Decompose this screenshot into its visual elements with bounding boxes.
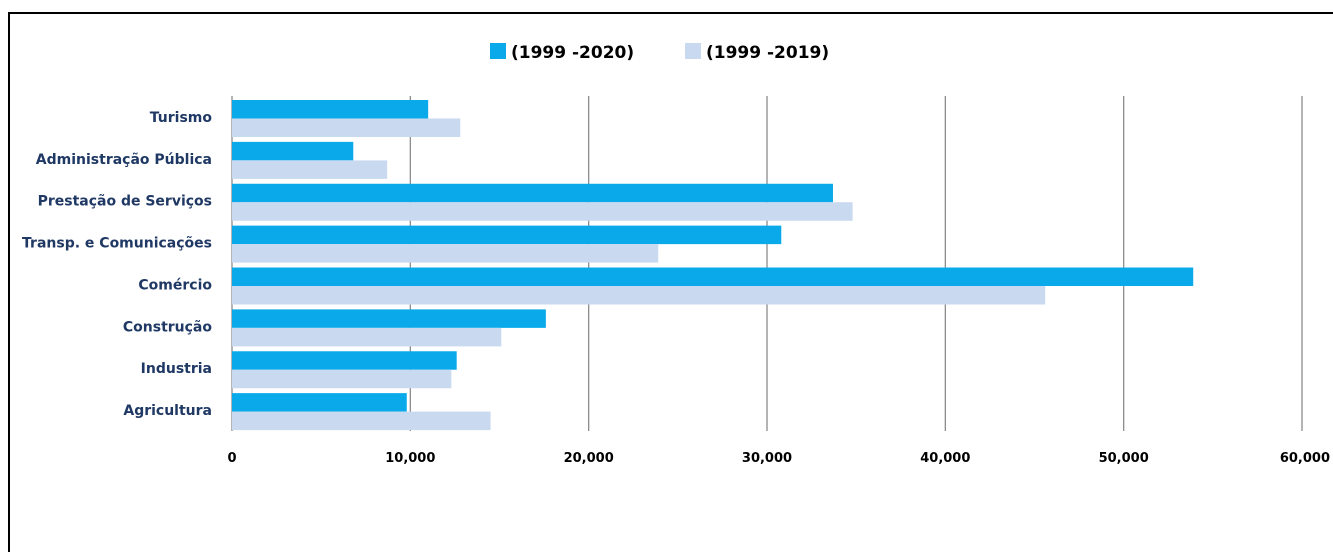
x-tick-label: 50,000 <box>1099 451 1149 466</box>
category-label: Agricultura <box>123 403 212 419</box>
bar-turismo-series-0 <box>232 100 429 119</box>
x-tick-label: 0 <box>227 451 236 466</box>
x-tick-label: 40,000 <box>920 451 970 466</box>
chart-frame <box>8 12 1333 552</box>
bar-administra-o-p-blica-series-1 <box>232 160 388 179</box>
bar-com-rcio-series-0 <box>232 267 1194 286</box>
bar-administra-o-p-blica-series-0 <box>232 141 354 161</box>
category-label: Construção <box>123 319 213 335</box>
category-label: Administração Pública <box>36 152 212 168</box>
legend-swatch-1999-2020 <box>490 43 506 59</box>
legend-swatch-1999-2019 <box>685 43 701 59</box>
x-tick-label: 20,000 <box>564 451 614 466</box>
legend-label-1999-2019: (1999 -2019) <box>706 43 829 63</box>
legend-label-1999-2020: (1999 -2020) <box>511 43 634 63</box>
category-label: Transp. e Comunicações <box>22 236 212 252</box>
bar-agricultura-series-0 <box>232 393 407 412</box>
bar-constru-o-series-1 <box>232 327 502 347</box>
bar-chart: Turismo Administração Pública Prestação de… <box>22 43 1330 466</box>
bar-presta-o-de-servi-os-series-1 <box>232 202 853 221</box>
bar-constru-o-series-0 <box>232 309 546 328</box>
x-tick-label: 30,000 <box>742 451 792 466</box>
x-tick-label: 10,000 <box>385 451 435 466</box>
category-labels: Turismo Administração Pública Prestação de… <box>22 110 212 419</box>
bar-turismo-series-1 <box>232 118 461 137</box>
bar-com-rcio-series-1 <box>232 286 1046 305</box>
x-tick-labels: 0 10,000 20,000 30,000 40,000 50,000 60,000 <box>227 451 1330 466</box>
bar-industria-series-1 <box>232 369 452 389</box>
category-label: Comércio <box>138 277 212 293</box>
bar-transp-e-comunica-es-series-1 <box>232 244 659 263</box>
bar-transp-e-comunica-es-series-0 <box>232 225 782 245</box>
bar-industria-series-0 <box>232 351 457 370</box>
legend: (1999 -2020) (1999 -2019) <box>490 43 829 63</box>
category-label: Industria <box>141 361 212 377</box>
category-label: Turismo <box>150 110 213 126</box>
bar-agricultura-series-1 <box>232 411 491 431</box>
category-label: Prestação de Serviços <box>38 194 212 210</box>
bar-presta-o-de-servi-os-series-0 <box>232 183 833 203</box>
x-tick-label: 60,000 <box>1280 451 1330 466</box>
bars <box>232 100 1194 431</box>
